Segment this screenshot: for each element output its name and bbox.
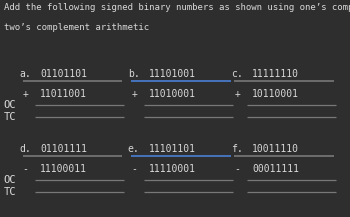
Text: 11011001: 11011001 <box>40 89 87 99</box>
Text: 11101101: 11101101 <box>149 144 196 154</box>
Text: e.: e. <box>128 144 140 154</box>
Text: two’s complement arithmetic: two’s complement arithmetic <box>4 23 149 32</box>
Text: f.: f. <box>231 144 243 154</box>
Text: +: + <box>23 89 29 99</box>
Text: -: - <box>234 164 240 174</box>
Text: OC: OC <box>4 100 16 110</box>
Text: a.: a. <box>19 69 31 79</box>
Text: -: - <box>131 164 137 174</box>
Text: -: - <box>23 164 29 174</box>
Text: TC: TC <box>4 112 16 122</box>
Text: TC: TC <box>4 187 16 197</box>
Text: Add the following signed binary numbers as shown using one’s complement arithmet: Add the following signed binary numbers … <box>4 3 350 12</box>
Text: 11110001: 11110001 <box>149 164 196 174</box>
Text: 11100011: 11100011 <box>40 164 87 174</box>
Text: 11111110: 11111110 <box>252 69 299 79</box>
Text: OC: OC <box>4 175 16 185</box>
Text: +: + <box>234 89 240 99</box>
Text: 01101111: 01101111 <box>40 144 87 154</box>
Text: d.: d. <box>19 144 31 154</box>
Text: c.: c. <box>231 69 243 79</box>
Text: +: + <box>131 89 137 99</box>
Text: b.: b. <box>128 69 140 79</box>
Text: 00011111: 00011111 <box>252 164 299 174</box>
Text: 01101101: 01101101 <box>40 69 87 79</box>
Text: 10011110: 10011110 <box>252 144 299 154</box>
Text: 11101001: 11101001 <box>149 69 196 79</box>
Text: 10110001: 10110001 <box>252 89 299 99</box>
Text: 11010001: 11010001 <box>149 89 196 99</box>
